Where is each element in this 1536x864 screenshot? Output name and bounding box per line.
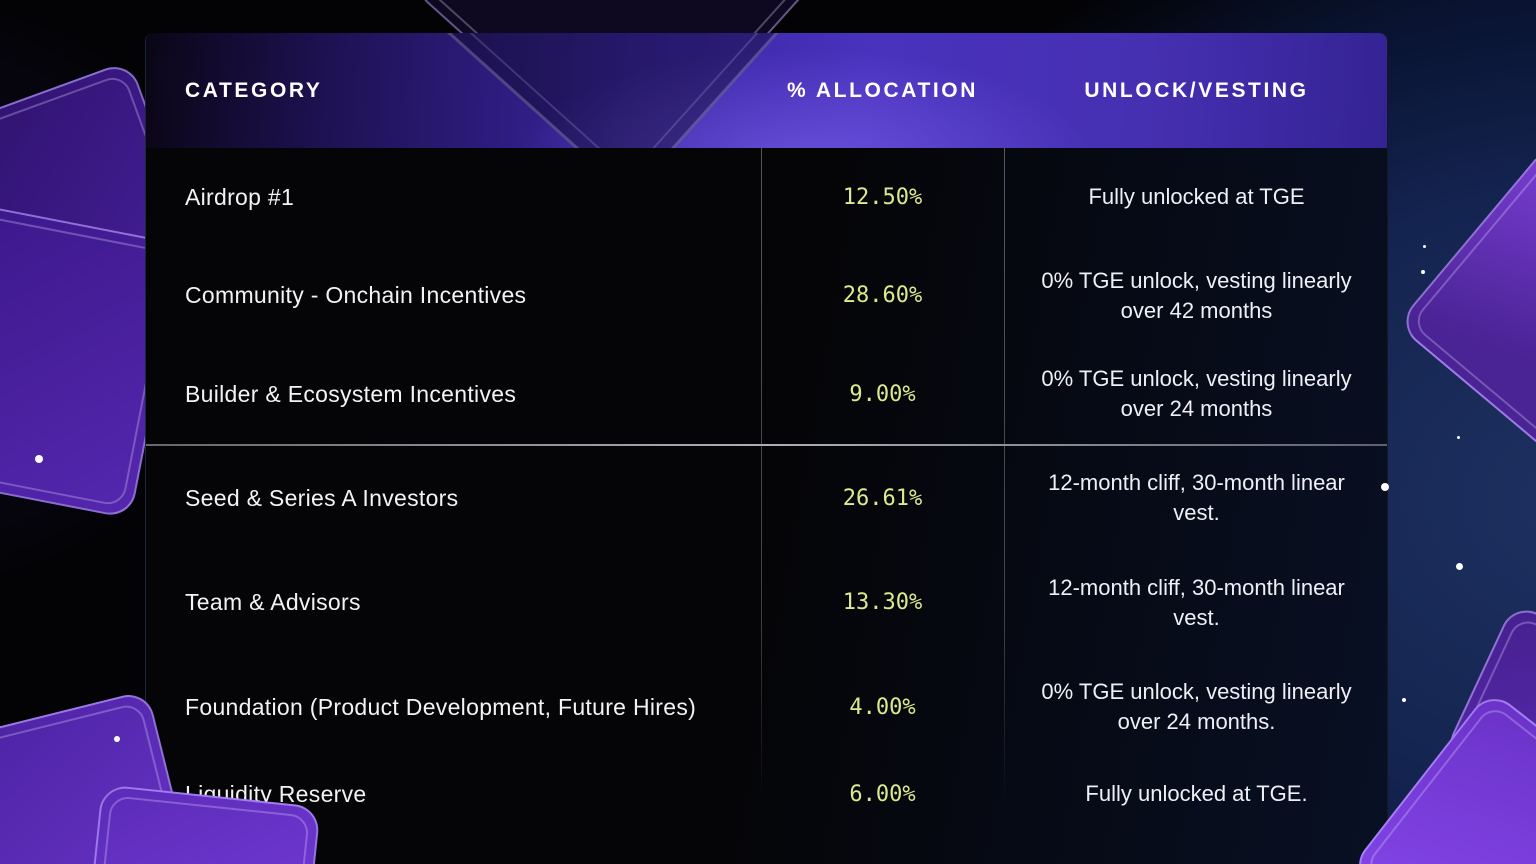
allocation-cell: 28.60%: [842, 283, 923, 309]
table-row: Community - Onchain Incentives 28.60% 0%…: [146, 247, 1387, 346]
category-cell: Team & Advisors: [185, 589, 361, 616]
table-row: Liquidity Reserve 6.00% Fully unlocked a…: [146, 759, 1387, 829]
column-header-unlock: UNLOCK/VESTING: [1084, 78, 1309, 102]
unlock-cell: 0% TGE unlock, vesting linearly over 24 …: [1004, 364, 1389, 424]
star-decoration: [1381, 483, 1389, 491]
unlock-cell: Fully unlocked at TGE: [1004, 182, 1389, 212]
vesting-table: CATEGORY % ALLOCATION UNLOCK/VESTING Air…: [145, 33, 1388, 864]
table-header: CATEGORY % ALLOCATION UNLOCK/VESTING: [146, 33, 1387, 148]
category-cell: Foundation (Product Development, Future …: [185, 693, 697, 720]
star-decoration: [1402, 698, 1406, 702]
allocation-cell: 4.00%: [849, 694, 916, 720]
unlock-text: 0% TGE unlock, vesting linearly over 24 …: [1041, 679, 1352, 735]
unlock-cell: Fully unlocked at TGE.: [1004, 779, 1389, 809]
category-cell: Community - Onchain Incentives: [185, 282, 527, 309]
star-decoration: [1421, 270, 1425, 274]
unlock-text: 0% TGE unlock, vesting linearly over 42 …: [1041, 267, 1352, 323]
unlock-cell: 12-month cliff, 30-month linear vest.: [1004, 573, 1389, 633]
group-divider: [146, 443, 1387, 446]
allocation-cell: 13.30%: [842, 590, 923, 616]
allocation-cell: 26.61%: [842, 485, 923, 511]
table-row: Foundation (Product Development, Future …: [146, 655, 1387, 760]
category-cell: Airdrop #1: [185, 183, 295, 210]
unlock-text: 0% TGE unlock, vesting linearly over 24 …: [1041, 366, 1352, 422]
column-divider: [1004, 148, 1005, 803]
star-decoration: [1457, 436, 1460, 439]
column-header-category: CATEGORY: [185, 78, 323, 102]
row-group-investors: Seed & Series A Investors 26.61% 12-mont…: [146, 446, 1387, 830]
unlock-text: Fully unlocked at TGE.: [1085, 781, 1308, 807]
allocation-cell: 9.00%: [849, 381, 916, 407]
table-row: Seed & Series A Investors 26.61% 12-mont…: [146, 446, 1387, 551]
star-decoration: [35, 455, 43, 463]
table-row: Team & Advisors 13.30% 12-month cliff, 3…: [146, 550, 1387, 655]
column-divider: [761, 148, 762, 803]
star-decoration: [114, 736, 120, 742]
category-cell: Seed & Series A Investors: [185, 484, 459, 511]
star-decoration: [1456, 563, 1463, 570]
unlock-cell: 0% TGE unlock, vesting linearly over 42 …: [1004, 266, 1389, 326]
table-body: Airdrop #1 12.50% Fully unlocked at TGE …: [146, 148, 1387, 829]
star-decoration: [1423, 245, 1426, 248]
unlock-text: Fully unlocked at TGE: [1088, 184, 1305, 210]
allocation-cell: 6.00%: [849, 781, 916, 807]
table-row: Builder & Ecosystem Incentives 9.00% 0% …: [146, 345, 1387, 444]
unlock-cell: 12-month cliff, 30-month linear vest.: [1004, 468, 1389, 528]
category-cell: Builder & Ecosystem Incentives: [185, 380, 517, 407]
unlock-text: 12-month cliff, 30-month linear vest.: [1048, 574, 1345, 630]
unlock-text: 12-month cliff, 30-month linear vest.: [1048, 470, 1345, 526]
unlock-cell: 0% TGE unlock, vesting linearly over 24 …: [1004, 677, 1389, 737]
table-row: Airdrop #1 12.50% Fully unlocked at TGE: [146, 148, 1387, 247]
row-group-community: Airdrop #1 12.50% Fully unlocked at TGE …: [146, 148, 1387, 444]
column-header-allocation: % ALLOCATION: [786, 78, 979, 102]
allocation-cell: 12.50%: [842, 184, 923, 210]
